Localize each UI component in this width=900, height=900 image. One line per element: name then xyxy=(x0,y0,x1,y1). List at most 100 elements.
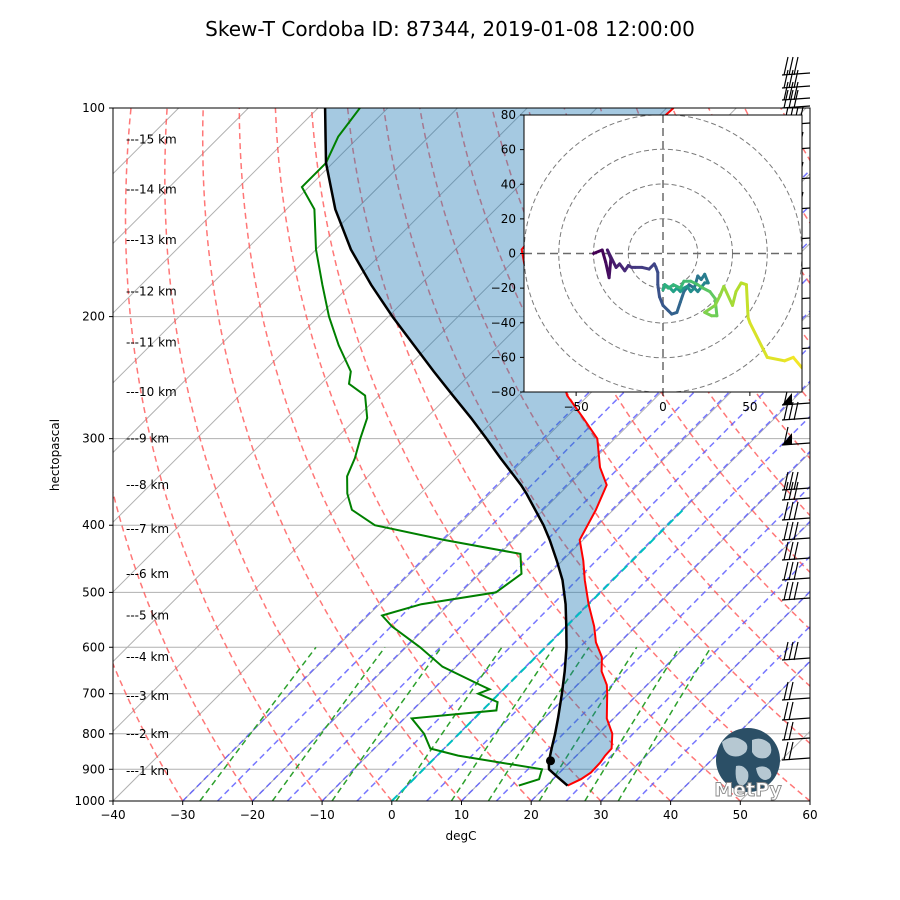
hodograph-y-tick-label: 80 xyxy=(501,108,516,122)
hodograph-y-tick-label: 40 xyxy=(501,177,516,191)
mixing-ratio-line xyxy=(584,646,681,801)
wind-barb-staff xyxy=(781,417,811,421)
dry-adiabat xyxy=(113,489,254,801)
mixing-ratio-line xyxy=(199,646,317,801)
wind-barb-feather xyxy=(783,89,789,109)
hodograph-trace-segment xyxy=(731,290,738,307)
hodograph-y-tick-label: 0 xyxy=(508,247,516,261)
dry-adiabat xyxy=(889,108,900,801)
hodograph-trace-segment xyxy=(713,293,722,307)
wind-barb-feather xyxy=(793,521,799,541)
hodograph-y-tick-label: 20 xyxy=(501,212,516,226)
wind-barb-feather xyxy=(783,541,789,561)
wind-barb-staff xyxy=(781,697,811,701)
plot-area xyxy=(0,108,900,801)
wind-barb-feather xyxy=(788,541,794,561)
wind-barb-feather xyxy=(788,56,794,76)
moist-adiabat xyxy=(356,345,810,801)
wind-barb-feather xyxy=(783,69,789,89)
height-label: ---9 km xyxy=(126,432,169,446)
moist-adiabat xyxy=(495,485,810,801)
wind-barb-feather xyxy=(793,581,799,601)
mixing-ratio-line xyxy=(395,646,503,801)
hodograph-trace-segment xyxy=(713,297,719,318)
y-tick-label: 400 xyxy=(82,518,105,532)
height-label: ---13 km xyxy=(126,233,177,247)
logo-continents xyxy=(722,737,772,786)
height-label: ---1 km xyxy=(126,764,169,778)
mixing-ratio-line xyxy=(538,646,638,801)
hodograph-trace-segment xyxy=(607,257,613,280)
wind-barb-feather xyxy=(793,561,799,581)
isotherm-line xyxy=(113,108,598,593)
y-tick-label: 500 xyxy=(82,585,105,599)
hodograph-trace-segment xyxy=(605,248,618,269)
moist-adiabat xyxy=(460,450,810,801)
mixing-ratio-line xyxy=(450,646,555,801)
dry-adiabat xyxy=(853,108,900,801)
wind-barb-feather xyxy=(793,481,799,501)
mixing-ratio-line xyxy=(617,646,712,801)
wind-barb-feather xyxy=(793,69,799,89)
height-label: ---3 km xyxy=(126,689,169,703)
wind-barb-feather xyxy=(783,561,789,581)
moist-adiabat xyxy=(182,169,810,801)
x-tick-label: −20 xyxy=(240,808,265,822)
wind-barb-staff xyxy=(781,657,811,661)
wind-barb-feather xyxy=(788,581,794,601)
wind-barb-staff xyxy=(781,497,811,501)
x-axis-label: degC xyxy=(446,829,477,843)
x-tick-label: 30 xyxy=(593,808,608,822)
hodograph-trace-segment xyxy=(748,321,769,359)
wind-barb-feather xyxy=(793,56,799,76)
hodograph-x-tick-label: −50 xyxy=(563,400,588,414)
hodograph-y-tick-label: −60 xyxy=(491,350,516,364)
hodograph-ring xyxy=(558,148,768,359)
hodograph-y-tick-label: −20 xyxy=(491,281,516,295)
y-tick-label: 600 xyxy=(82,640,105,654)
dry-adiabat xyxy=(817,108,900,801)
hodograph-x-tick-label: 0 xyxy=(659,400,667,414)
wind-barb-staff xyxy=(781,717,811,721)
hodograph-plot-area xyxy=(524,115,802,392)
height-label: ---6 km xyxy=(126,567,169,581)
y-tick-label: 100 xyxy=(82,101,105,115)
wind-barb-feather xyxy=(793,81,799,101)
hodograph-trace-segment xyxy=(791,355,802,370)
isotherm-line xyxy=(0,108,39,801)
wind-barb-feather xyxy=(783,741,789,761)
dry-adiabat xyxy=(124,108,323,801)
isotherm-line xyxy=(113,108,319,314)
wind-barb-feather xyxy=(783,501,789,521)
height-label: ---15 km xyxy=(126,132,177,146)
x-tick-label: 50 xyxy=(733,808,748,822)
wind-barb-staff xyxy=(781,517,811,521)
wind-barb-feather xyxy=(788,681,794,701)
y-tick-label: 700 xyxy=(82,687,105,701)
hodograph-x-tick-label: 50 xyxy=(742,400,757,414)
isotherm-line xyxy=(113,108,249,245)
hodograph-trace-segment xyxy=(692,274,700,290)
wind-barb-staff xyxy=(781,577,811,581)
x-tick-label: 20 xyxy=(524,808,539,822)
height-label: ---7 km xyxy=(126,522,169,536)
wind-barb-feather xyxy=(788,701,794,721)
mixing-ratio-line xyxy=(487,646,590,801)
height-label: ---4 km xyxy=(126,650,169,664)
height-label: ---2 km xyxy=(126,727,169,741)
wind-barb-feather xyxy=(788,81,794,101)
y-tick-label: 900 xyxy=(82,762,105,776)
wind-barb-feather xyxy=(788,641,794,661)
wind-barb-feather xyxy=(788,401,794,421)
height-label: ---11 km xyxy=(126,336,177,350)
moist-adiabat xyxy=(565,555,810,801)
wind-barb-feather xyxy=(783,681,789,701)
isotherm-line xyxy=(113,108,528,523)
moist-adiabat xyxy=(286,274,810,801)
moist-adiabat xyxy=(600,590,810,801)
wind-barb-feather xyxy=(783,721,789,741)
wind-barb-staff xyxy=(781,757,811,761)
hodograph-trace-segment xyxy=(734,281,743,294)
hodograph-trace-segment xyxy=(765,355,787,363)
